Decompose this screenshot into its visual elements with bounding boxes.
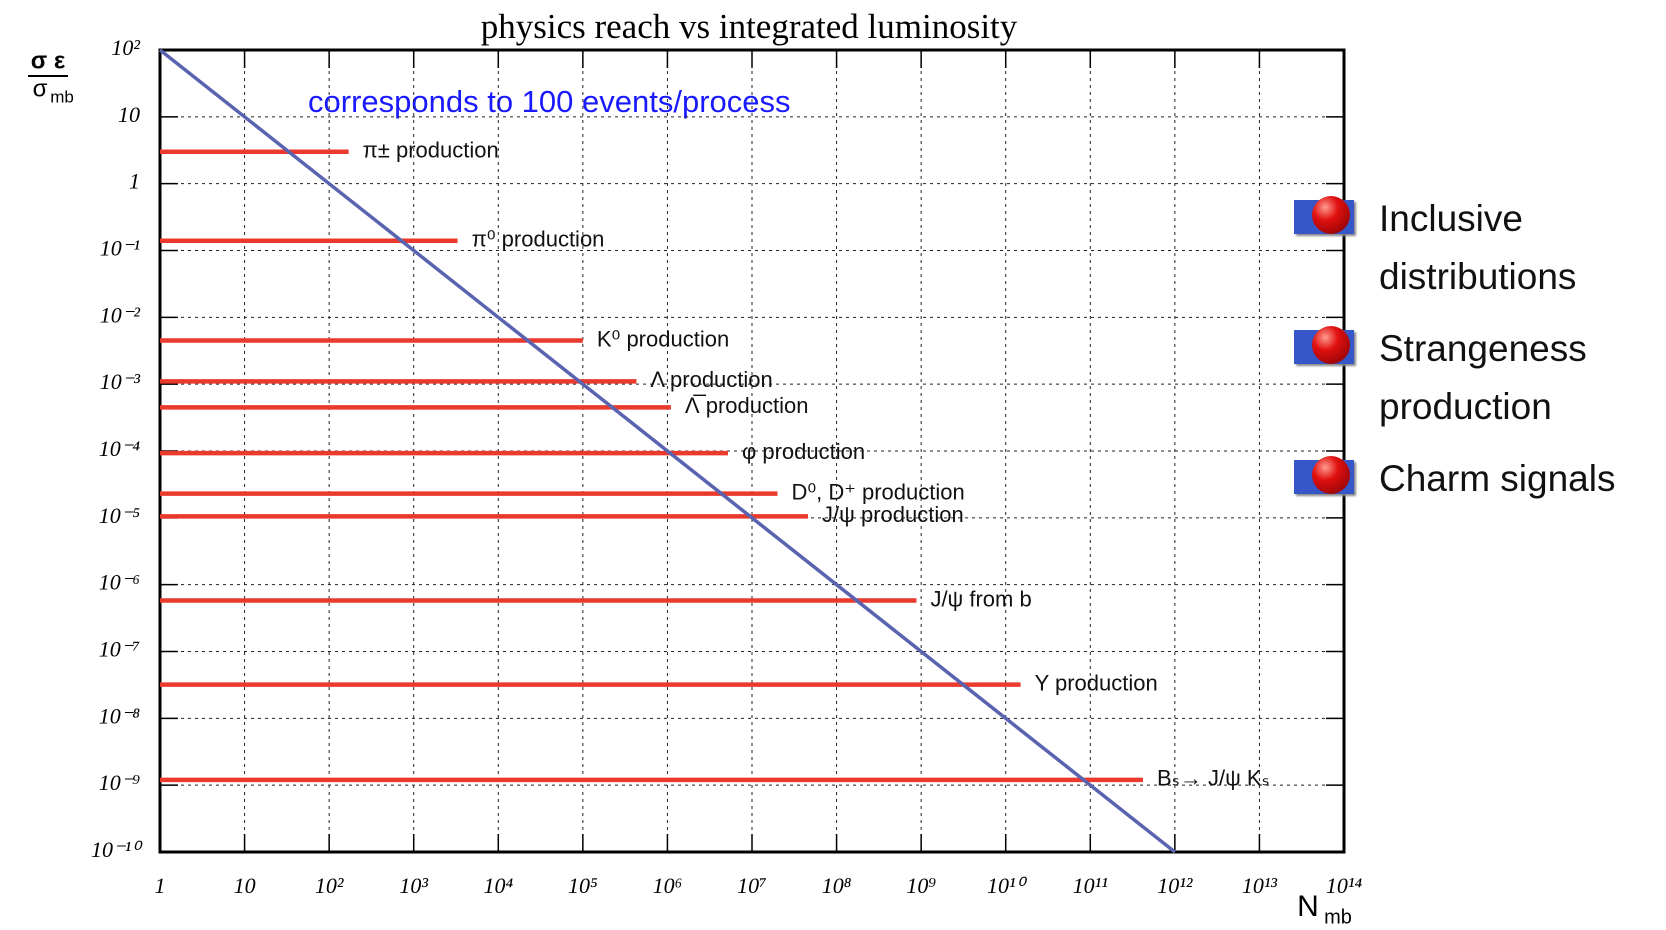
bar-label: J/ψ production (822, 502, 964, 527)
y-tick-label: 10⁻⁵ (99, 503, 141, 528)
bullet-text: Strangeness production (1379, 328, 1587, 427)
reach-line (158, 48, 1176, 854)
x-tick-label: 10¹¹ (1073, 873, 1108, 898)
bar-label: Bₛ→ J/ψ Kₛ (1157, 766, 1270, 791)
x-tick-label: 10² (315, 873, 344, 898)
x-tick-label: 10⁶ (653, 873, 683, 898)
y-tick-label: 10⁻² (100, 302, 141, 327)
y-tick-label: 10⁻⁴ (99, 436, 141, 461)
x-tick-label: 10³ (399, 873, 428, 898)
bullet-item: Inclusive distributions (1294, 190, 1654, 306)
icon-ball (1312, 326, 1350, 364)
y-label-numerator: σ ε (31, 47, 65, 74)
x-tick-label: 10¹⁴ (1326, 873, 1363, 898)
bar-label: D⁰, D⁺ production (791, 479, 964, 504)
y-tick-label: 10⁻³ (100, 369, 141, 394)
icon-ball (1312, 196, 1350, 234)
y-tick-label: 10⁻⁶ (99, 570, 140, 595)
bullet-icon (1294, 326, 1356, 368)
bullet-icon (1294, 196, 1356, 238)
icon-ball (1312, 456, 1350, 494)
x-tick-label: 10 (234, 873, 256, 898)
bullet-list: Inclusive distributions Strangeness produ… (1294, 190, 1654, 522)
bar-label: J/ψ from b (930, 586, 1031, 611)
bar-label: K⁰ production (597, 326, 729, 351)
y-tick-label: 1 (129, 169, 140, 194)
y-tick-label: 10⁻⁹ (99, 770, 141, 795)
y-tick-label: 10⁻¹⁰ (91, 837, 143, 862)
y-tick-label: 10² (111, 35, 140, 60)
bullet-text: Charm signals (1379, 458, 1616, 499)
chart-title: physics reach vs integrated luminosity (481, 7, 1018, 46)
x-label-subscript: mb (1324, 906, 1352, 928)
bullet-text: Inclusive distributions (1379, 198, 1577, 297)
bar-label: Υ production (1035, 670, 1158, 695)
x-tick-label: 10⁷ (737, 873, 767, 898)
y-tick-label: 10⁻⁸ (99, 703, 141, 728)
bullet-item: Strangeness production (1294, 320, 1654, 436)
bar-label: φ production (742, 439, 865, 464)
bar-label: Λ production (650, 367, 772, 392)
x-tick-label: 10⁹ (906, 873, 936, 898)
bar-label: Λ̅ production (685, 393, 809, 418)
x-tick-label: 10¹⁰ (987, 873, 1028, 898)
x-tick-label: 10⁵ (568, 873, 598, 898)
bar-label: π⁰ production (472, 227, 605, 252)
y-tick-label: 10⁻⁷ (99, 637, 140, 662)
x-tick-label: 10⁸ (822, 873, 852, 898)
x-tick-label: 10⁴ (483, 873, 513, 898)
y-label-symbol: σ (33, 75, 48, 102)
x-tick-label: 1 (155, 873, 166, 898)
x-tick-label: 10¹³ (1242, 873, 1278, 898)
y-tick-label: 10⁻¹ (100, 236, 140, 261)
bullet-item: Charm signals (1294, 450, 1654, 508)
y-tick-label: 10 (118, 102, 140, 127)
x-label-symbol: N (1297, 890, 1319, 923)
bullet-icon (1294, 456, 1356, 498)
x-tick-label: 10¹² (1157, 873, 1193, 898)
y-label-subscript: mb (50, 87, 74, 106)
bar-label: π± production (363, 138, 499, 163)
annotation: corresponds to 100 events/process (308, 84, 791, 119)
